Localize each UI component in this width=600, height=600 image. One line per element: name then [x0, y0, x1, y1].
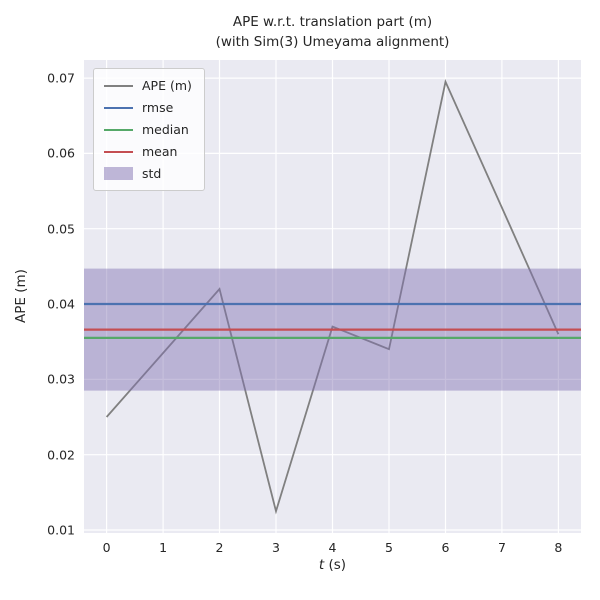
- legend-label: std: [142, 166, 162, 181]
- y-tick-label: 0.04: [47, 296, 75, 312]
- legend-entry-ape-m: APE (m): [104, 78, 192, 93]
- x-axis-label-variable: t: [318, 557, 325, 573]
- chart-title-line2: (with Sim(3) Umeyama alignment): [215, 33, 450, 50]
- x-tick-label: 2: [215, 540, 224, 555]
- line-swatch: [104, 106, 133, 109]
- line-swatch: [104, 128, 133, 131]
- y-axis-label: APE (m): [13, 269, 29, 323]
- x-tick-label: 6: [441, 540, 450, 555]
- legend: APE (m) rmse median mean std: [93, 68, 205, 191]
- y-tick-label: 0.02: [47, 447, 75, 463]
- x-tick-label: 0: [102, 540, 111, 555]
- legend-label: median: [142, 122, 189, 137]
- legend-entry-mean: mean: [104, 144, 192, 159]
- chart-title-line1: APE w.r.t. translation part (m): [232, 14, 433, 30]
- legend-entry-median: median: [104, 122, 192, 137]
- legend-label: APE (m): [142, 78, 192, 93]
- legend-label: mean: [142, 144, 178, 159]
- y-tick-label: 0.05: [47, 221, 75, 237]
- x-tick-label: 7: [497, 540, 506, 555]
- y-tick-label: 0.01: [47, 522, 75, 538]
- legend-entry-std: std: [104, 166, 192, 181]
- x-tick-label: 1: [159, 540, 168, 555]
- y-tick-label: 0.03: [47, 371, 75, 387]
- plot-area: APE (m) rmse median mean std: [84, 60, 581, 533]
- x-axis-label: t (s): [84, 557, 581, 573]
- x-tick-label: 3: [272, 540, 280, 555]
- std-band-swatch: [104, 167, 133, 180]
- y-tick-label: 0.06: [47, 145, 75, 161]
- chart-title: APE w.r.t. translation part (m) (with Si…: [84, 13, 581, 52]
- x-tick-label: 4: [328, 540, 337, 555]
- plot-canvas: [84, 60, 581, 533]
- x-axis-label-unit: (s): [324, 557, 347, 573]
- y-tick-label: 0.07: [47, 70, 75, 86]
- legend-entry-rmse: rmse: [104, 100, 192, 115]
- x-tick-label: 5: [384, 540, 393, 555]
- legend-label: rmse: [142, 100, 174, 115]
- line-swatch: [104, 84, 133, 87]
- line-swatch: [104, 150, 133, 153]
- x-tick-label: 8: [554, 540, 563, 555]
